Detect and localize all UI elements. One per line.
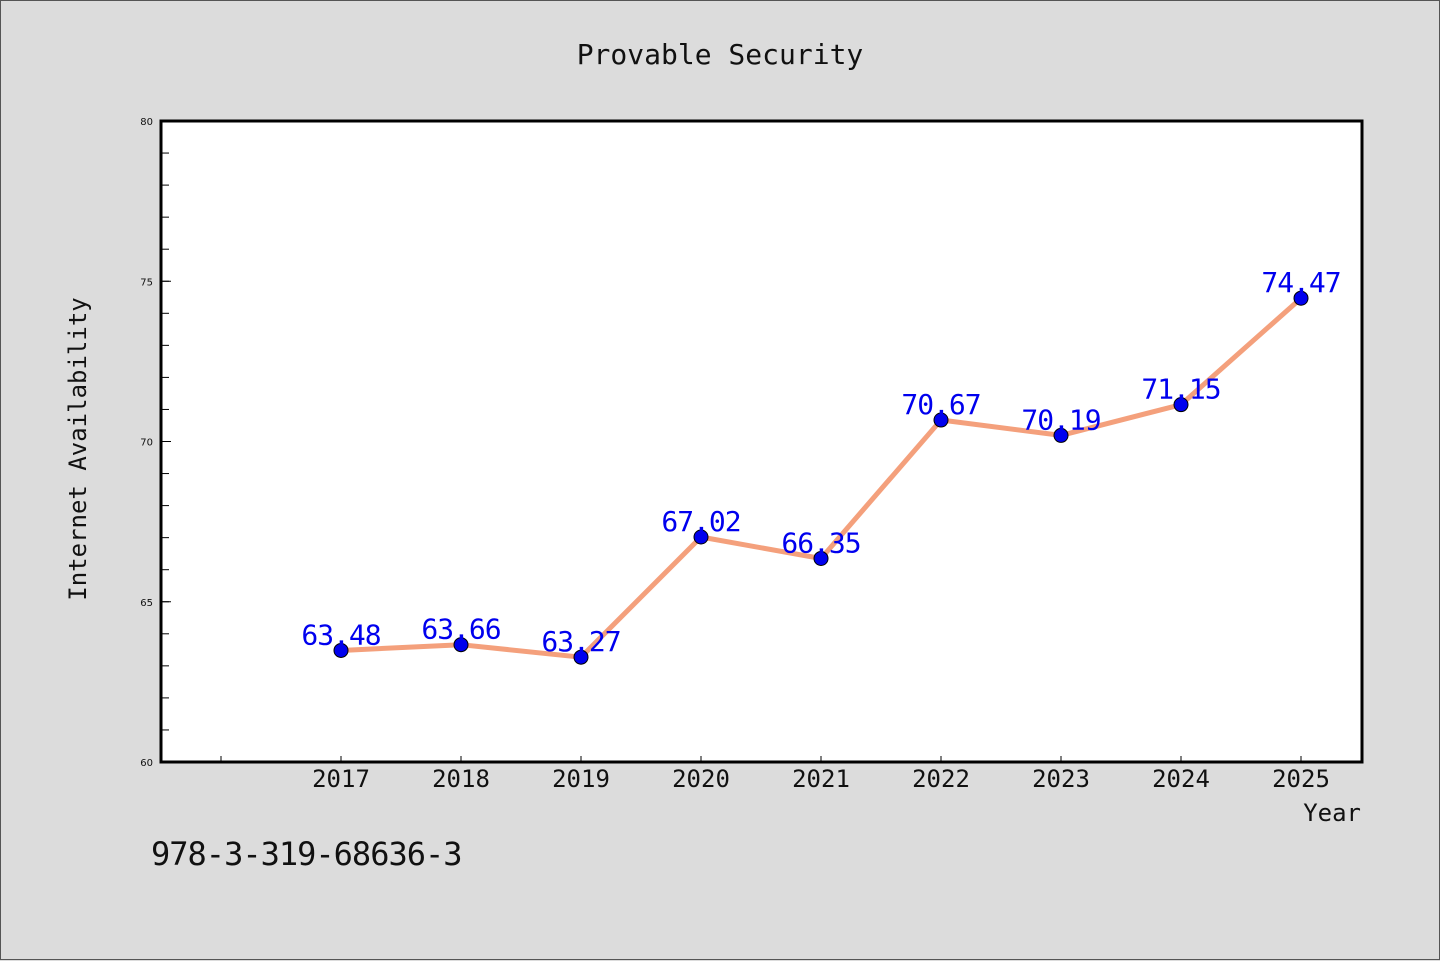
- data-point: [573, 649, 589, 665]
- plot-area: [159, 119, 1364, 764]
- y-tick-label: 70: [140, 438, 153, 449]
- data-point: [933, 412, 949, 428]
- isbn-text: 978-3-319-68636-3: [151, 835, 463, 873]
- x-tick-label: 2025: [1272, 765, 1330, 793]
- x-tick-label: 2017: [312, 765, 370, 793]
- data-point: [1053, 427, 1069, 443]
- data-label: 66.35: [781, 526, 860, 559]
- data-label: 67.02: [661, 505, 740, 538]
- data-label: 63.66: [421, 613, 500, 646]
- data-label: 63.48: [301, 618, 380, 651]
- data-point: [693, 529, 709, 545]
- data-point: [1173, 397, 1189, 413]
- x-tick-label: 2018: [432, 765, 490, 793]
- series-line-group: [333, 290, 1309, 665]
- x-tick-label: 2019: [552, 765, 610, 793]
- x-axis: 2017 2018 2019 2020 2021 2022 2023 2024 2025: [220, 756, 1330, 793]
- data-label: 70.67: [901, 388, 980, 421]
- data-label: 74.47: [1261, 266, 1340, 299]
- y-tick-label: 65: [140, 598, 153, 609]
- x-tick-label: 2022: [912, 765, 970, 793]
- data-point: [813, 550, 829, 566]
- data-label: 71.15: [1141, 373, 1220, 406]
- x-tick-label: 2021: [792, 765, 850, 793]
- chart-title: Provable Security: [577, 38, 864, 71]
- y-tick-label: 80: [140, 117, 153, 128]
- y-tick-label: 75: [140, 277, 153, 288]
- x-tick-label: 2024: [1152, 765, 1210, 793]
- data-labels-group: 63.48 63.66 63.27 67.02 66.35 70.67 70.19 71.15…: [301, 266, 1341, 658]
- x-tick-label: 2020: [672, 765, 730, 793]
- data-point: [1293, 290, 1309, 306]
- data-point: [333, 642, 349, 658]
- data-label: 70.19: [1021, 403, 1100, 436]
- x-tick-label: 2023: [1032, 765, 1090, 793]
- data-point: [453, 637, 469, 653]
- y-tick-label: 60: [140, 758, 153, 769]
- x-axis-label: Year: [1303, 799, 1361, 827]
- y-axis: 60 65 70 75 80: [140, 117, 171, 769]
- y-axis-label: Internet Availability: [64, 297, 92, 600]
- data-label: 63.27: [541, 625, 620, 658]
